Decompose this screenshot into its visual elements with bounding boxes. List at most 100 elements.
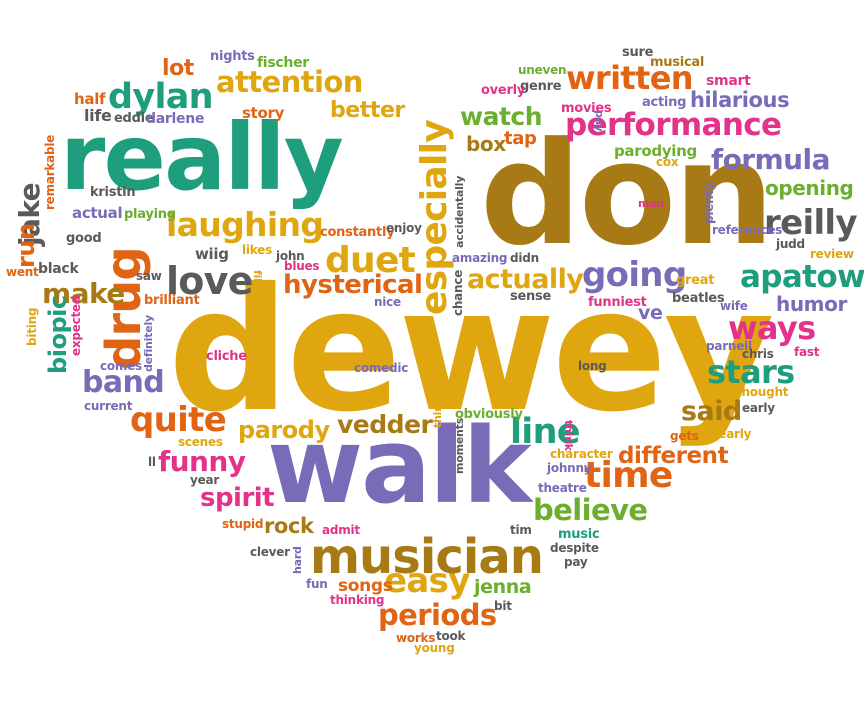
word-current: current (84, 399, 133, 413)
word-expected: expected (69, 295, 83, 356)
word-music: music (558, 527, 600, 542)
word-thing: thing (431, 396, 444, 428)
word-opening: opening (765, 176, 854, 200)
word-biopic: biopic (44, 295, 72, 374)
word-line: line (510, 412, 581, 452)
word-scenes: scenes (178, 435, 223, 449)
word-darlene: darlene (146, 111, 205, 127)
word-time: time (584, 455, 673, 496)
word-blues: blues (284, 259, 320, 273)
word-man: man (638, 197, 665, 210)
word-eddie: eddie (114, 111, 154, 126)
word-sense: sense (510, 289, 552, 304)
word-fun: fun (306, 577, 328, 591)
word-said: said (681, 396, 742, 427)
word-pay-top: pay (593, 110, 606, 132)
word-smart: smart (706, 73, 751, 89)
word-stupid: stupid (222, 517, 264, 531)
word-nearly: nearly (710, 427, 752, 441)
word-likes: likes (242, 243, 272, 257)
word-ve: ve (638, 302, 663, 324)
word-half: half (74, 90, 106, 108)
word-ways: ways (728, 309, 816, 347)
word-amazing: amazing (452, 251, 508, 265)
word-different: different (618, 443, 729, 469)
word-bit: bit (494, 599, 512, 613)
word-nice: nice (374, 295, 401, 309)
word-better: better (330, 98, 405, 123)
word-early: early (742, 401, 775, 415)
word-didn: didn (510, 251, 539, 265)
word-cox: cox (656, 155, 679, 169)
word-vedder: vedder (337, 410, 433, 439)
word-story: story (242, 104, 285, 122)
word-hilarious: hilarious (690, 88, 790, 112)
word-cliche: cliche (206, 349, 247, 364)
word-tim: tim (510, 523, 532, 537)
word-don: don (480, 112, 775, 277)
word-thought: thought (736, 385, 789, 399)
word-great: great (676, 273, 715, 288)
word-moments: moments (453, 417, 466, 474)
word-judd: judd (776, 237, 805, 251)
word-really: really (60, 104, 344, 211)
word-character: character (550, 447, 613, 461)
word-funny: funny (158, 445, 246, 478)
word-acting: acting (642, 95, 687, 110)
word-comedic: comedic (354, 361, 409, 375)
word-duet: duet (325, 240, 416, 281)
word-genre: genre (520, 79, 562, 94)
word-remarkable: remarkable (43, 134, 57, 210)
word-comes: comes (100, 359, 142, 373)
word-overly: overly (481, 83, 526, 98)
word-spirit: spirit (200, 483, 275, 513)
word-humor: humor (776, 292, 847, 316)
word-thinking: thinking (330, 593, 385, 607)
word-walk: walk (267, 405, 532, 527)
word-make: make (42, 277, 125, 310)
word-took: took (436, 629, 466, 643)
word-life: life (84, 106, 112, 125)
word-constantly: constantly (320, 225, 395, 240)
word-wife: wife (720, 299, 748, 313)
word-movies: movies (561, 101, 612, 116)
word-saw: saw (136, 269, 162, 283)
word-plenty: plenty (702, 182, 716, 224)
word-young: young (414, 641, 455, 655)
word-johnny: johnny (547, 461, 592, 475)
word-dylan: dylan (108, 77, 214, 117)
word-periods: periods (378, 598, 497, 632)
word-actually: actually (467, 264, 584, 295)
word-easy: easy (384, 561, 470, 601)
word-musical: musical (650, 55, 705, 70)
word-chris: chris (742, 347, 774, 361)
word-formula: formula (711, 143, 830, 176)
word-believe: believe (533, 493, 648, 527)
word-parodying: parodying (614, 142, 697, 160)
word-films: films (251, 270, 264, 300)
word-chance: chance (451, 269, 465, 316)
word-parody: parody (238, 416, 330, 444)
word-references: references (712, 223, 783, 237)
word-dewey: dewey (168, 252, 775, 450)
word-laughing: laughing (166, 205, 324, 244)
word-gets: gets (670, 429, 699, 443)
word-box: box (466, 132, 506, 156)
word-lot: lot (162, 56, 194, 81)
word-actual: actual (72, 204, 123, 222)
word-band: band (82, 365, 165, 400)
word-run: run (12, 223, 40, 268)
word-rock: rock (264, 514, 314, 538)
word-biting: biting (25, 307, 39, 346)
word-parnell: parnell (706, 339, 752, 353)
word-beatles: beatles (672, 291, 725, 306)
word-pay-bottom: pay (564, 555, 588, 569)
word-songs: songs (338, 576, 393, 596)
word-theatre: theatre (538, 481, 587, 495)
word-uneven: uneven (518, 63, 567, 77)
word-kristin: kristin (90, 185, 136, 200)
word-ll: ll (148, 455, 156, 469)
word-john: john (276, 249, 305, 263)
word-year: year (190, 473, 220, 487)
